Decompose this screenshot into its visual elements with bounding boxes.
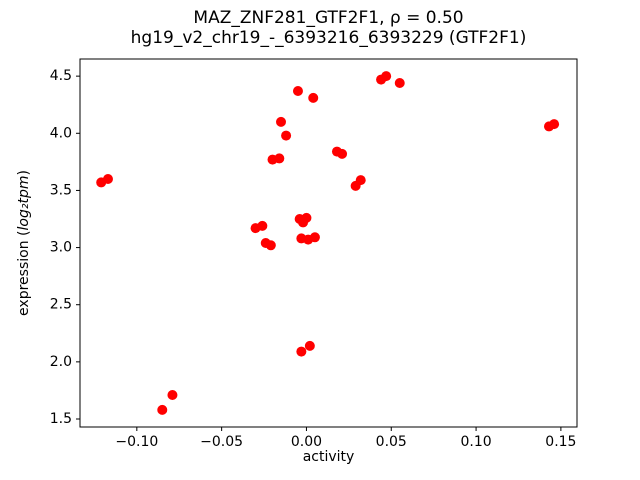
- y-tick-label: 2.5: [50, 297, 72, 313]
- data-point: [157, 404, 168, 415]
- data-point: [102, 174, 113, 184]
- x-tick-label: 0.00: [291, 434, 322, 450]
- data-point: [276, 116, 287, 127]
- data-point: [296, 346, 307, 357]
- data-point: [549, 119, 560, 130]
- data-point: [292, 86, 303, 96]
- data-point: [301, 212, 312, 223]
- y-tick-label: 3.0: [50, 240, 72, 256]
- data-point: [304, 340, 315, 351]
- y-tick-label: 2.0: [50, 354, 72, 370]
- data-point: [257, 220, 268, 231]
- x-tick-label: 0.10: [460, 434, 491, 450]
- x-tick-label: 0.05: [376, 434, 407, 450]
- chart-title: MAZ_ZNF281_GTF2F1, ρ = 0.50 hg19_v2_chr1…: [80, 8, 577, 48]
- data-point: [274, 153, 285, 164]
- data-point: [309, 232, 320, 243]
- data-point: [265, 240, 276, 251]
- chart-title-line1: MAZ_ZNF281_GTF2F1, ρ = 0.50: [193, 8, 464, 28]
- y-tick-label: 4.5: [50, 68, 72, 84]
- y-axis-label: expression (log₂tpm): [16, 170, 32, 316]
- x-tick-label: −0.10: [115, 434, 158, 450]
- y-axis-label-suffix: ): [16, 170, 32, 176]
- data-point: [167, 390, 178, 400]
- y-axis-label-math: log₂tpm: [16, 175, 32, 231]
- data-point: [355, 175, 366, 186]
- x-tick-label: 0.15: [545, 434, 576, 450]
- y-tick-label: 3.5: [50, 182, 72, 198]
- x-axis-label: activity: [302, 449, 355, 465]
- data-point: [281, 130, 292, 141]
- y-tick-label: 1.5: [50, 411, 72, 427]
- plot-frame: [79, 58, 578, 428]
- y-axis-label-prefix: expression (: [16, 230, 32, 316]
- data-point: [308, 92, 319, 103]
- y-tick-label: 4.0: [50, 125, 72, 141]
- data-point: [381, 71, 392, 82]
- data-point: [394, 78, 405, 88]
- chart-title-line2: hg19_v2_chr19_-_6393216_6393229 (GTF2F1): [130, 28, 527, 48]
- data-point: [337, 148, 348, 159]
- x-tick-label: −0.05: [200, 434, 243, 450]
